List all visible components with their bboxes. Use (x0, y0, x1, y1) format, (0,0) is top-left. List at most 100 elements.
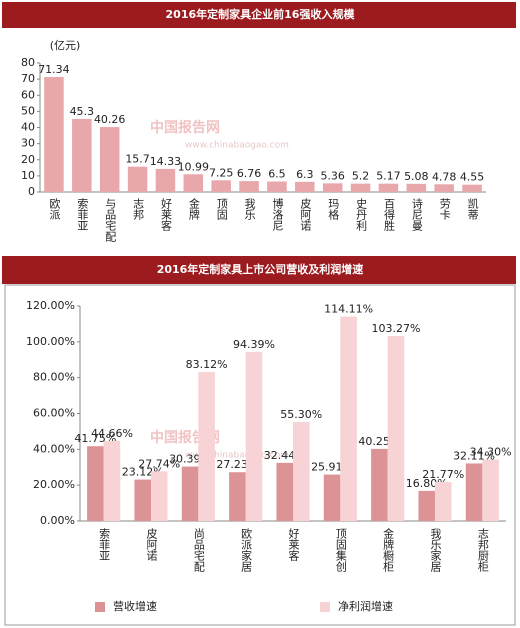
y-tick-label: 40 (21, 121, 35, 134)
x-tick-label: 我乐家居 (429, 528, 442, 573)
bar (371, 448, 388, 521)
bar (151, 471, 168, 521)
bar (239, 181, 259, 192)
y-tick-label: 30 (21, 137, 35, 150)
y-tick-label: 60 (21, 88, 35, 101)
x-tick-label: 好莱客 (287, 527, 300, 562)
x-tick-label: 与品宅配 (104, 198, 117, 242)
x-tick-label: 顶固集创 (334, 528, 347, 573)
x-tick-label: 史丹利 (355, 198, 368, 231)
title-bar (2, 256, 516, 284)
x-tick-label: 玛格 (327, 198, 340, 221)
data-label: 114.11% (324, 303, 373, 316)
bar (72, 118, 92, 192)
bar (434, 184, 454, 192)
data-label: 21.77% (422, 468, 464, 481)
title-bar (2, 2, 516, 28)
x-tick-label: 劳卡 (438, 198, 451, 220)
bar (134, 479, 151, 521)
bar (340, 316, 357, 521)
x-tick-label: 尚品宅配 (192, 527, 205, 572)
bar (183, 174, 204, 192)
data-label: 5.2 (352, 170, 370, 183)
bar (482, 459, 499, 521)
x-tick-label: 博洛尼 (271, 198, 284, 232)
data-label: 5.17 (376, 170, 401, 183)
data-label: 27.74% (138, 457, 180, 470)
x-tick-label: 凯蒂 (466, 198, 479, 220)
data-label: 45.3 (70, 105, 95, 118)
x-tick-label: 欧派家居 (240, 528, 253, 573)
bar (127, 166, 148, 192)
y-tick-label: 20 (21, 153, 35, 166)
bar (245, 351, 263, 521)
bar (276, 462, 293, 521)
bar (378, 183, 399, 192)
data-label: 15.7 (125, 153, 150, 166)
watermark: www.chinabaogao.com (185, 451, 289, 461)
bar (323, 474, 341, 521)
data-label: 94.39% (233, 338, 275, 351)
data-label: 103.27% (371, 322, 420, 335)
x-tick-label: 索菲亚 (76, 197, 89, 231)
data-label: 6.5 (268, 168, 286, 181)
bar (418, 490, 435, 521)
bar (462, 184, 482, 192)
bar (211, 180, 231, 192)
data-label: 32.11% (453, 449, 495, 462)
watermark: www.chinabaogao.com (185, 141, 289, 151)
x-tick-label: 志邦厨柜 (476, 528, 489, 573)
bar (406, 183, 427, 192)
x-tick-label: 欧派 (48, 198, 61, 220)
bar (350, 183, 371, 192)
data-label: 7.25 (209, 166, 234, 179)
bar (229, 472, 246, 521)
y-tick-label: 80 (21, 56, 35, 69)
y-tick-label: 70 (21, 72, 35, 85)
chart-title: 2016年定制家具企业前16强收入规模 (166, 7, 356, 21)
x-tick-label: 金牌 (187, 197, 200, 221)
watermark: 中国报告网 (150, 119, 220, 136)
x-tick-label: 金牌橱柜 (382, 527, 395, 573)
data-label: 34.30% (470, 446, 512, 459)
legend-swatch (320, 602, 330, 612)
chart-frame (4, 284, 516, 626)
bar (87, 446, 104, 521)
x-tick-label: 志邦 (132, 198, 145, 220)
data-label: 40.26 (94, 113, 126, 126)
x-tick-label: 顶固 (215, 198, 228, 221)
x-tick-label: 索菲亚 (98, 527, 111, 561)
bar (435, 481, 452, 521)
y-axis-label: (亿元) (50, 39, 81, 52)
data-label: 71.34 (38, 63, 70, 76)
bar (181, 466, 199, 521)
bar (387, 335, 405, 521)
legend-label: 营收增速 (113, 599, 157, 613)
data-label: 83.12% (186, 358, 228, 371)
bar (293, 421, 310, 521)
x-tick-label: 皮阿诺 (299, 198, 312, 232)
y-tick-label: 10 (21, 169, 35, 182)
data-label: 5.08 (404, 170, 429, 183)
y-tick-label: 120.00% (26, 299, 75, 312)
legend-swatch (95, 602, 105, 612)
x-tick-label: 诗尼曼 (410, 197, 423, 231)
x-tick-label: 百得胜 (382, 198, 395, 232)
y-tick-label: 100.00% (26, 335, 75, 348)
data-label: 6.3 (296, 168, 314, 181)
y-tick-label: 80.00% (33, 371, 75, 384)
bar (267, 181, 287, 192)
bar (99, 127, 120, 192)
y-tick-label: 60.00% (33, 407, 75, 420)
legend-label: 净利润增速 (338, 599, 393, 613)
data-label: 4.78 (432, 170, 457, 183)
x-tick-label: 皮阿诺 (145, 528, 158, 562)
data-label: 5.36 (320, 169, 345, 182)
y-tick-label: 0.00% (40, 514, 75, 527)
bar (44, 76, 64, 192)
bar (295, 181, 315, 192)
bar (198, 372, 215, 521)
y-tick-label: 0 (28, 185, 35, 198)
data-label: 55.30% (280, 408, 322, 421)
